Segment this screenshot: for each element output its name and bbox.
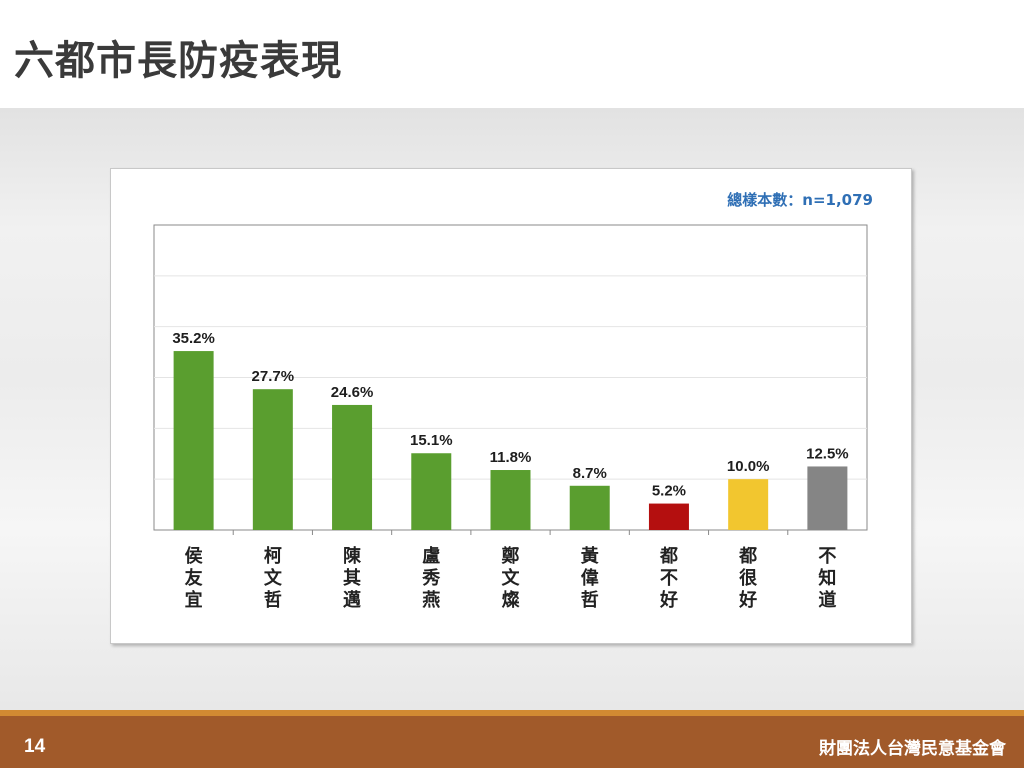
sample-size-label: 總樣本數：n=1,079 <box>727 191 873 209</box>
data-label-5: 11.8% <box>490 449 532 466</box>
data-label-7: 5.2% <box>652 483 686 500</box>
footer-bar: 14 財團法人台灣民意基金會 <box>0 710 1024 768</box>
data-label-1: 35.2% <box>172 330 215 347</box>
bar-7 <box>648 503 689 530</box>
bar-6 <box>569 485 610 530</box>
organization-name: 財團法人台灣民意基金會 <box>819 739 1006 759</box>
bar-5 <box>490 470 531 530</box>
chart-panel: 總樣本數：n=1,079 35.2% 侯友宜 27.7% 柯文哲 24.6% 陳其邁 15.… <box>110 168 912 644</box>
bar-3 <box>332 404 373 530</box>
category-label-1: 侯友宜 <box>185 545 204 611</box>
category-label-7: 都不好 <box>659 546 678 611</box>
bar-8 <box>728 479 769 530</box>
category-label-6: 黃偉哲 <box>580 545 599 611</box>
bar-1 <box>173 351 214 530</box>
data-label-6: 8.7% <box>573 465 607 482</box>
category-label-5: 鄭文燦 <box>502 545 521 611</box>
category-label-9: 不知道 <box>818 546 836 611</box>
page-number: 14 <box>24 736 46 757</box>
bar-9 <box>807 466 848 530</box>
category-label-2: 柯文哲 <box>264 545 283 611</box>
bar-4 <box>411 453 452 530</box>
bar-2 <box>252 389 293 530</box>
category-label-8: 都很好 <box>738 546 757 611</box>
data-label-8: 10.0% <box>727 458 770 475</box>
category-label-4: 盧秀燕 <box>421 545 440 611</box>
bar-chart: 35.2% 侯友宜 27.7% 柯文哲 24.6% 陳其邁 15.1% 盧秀燕 11.8% 鄭文燦… <box>153 224 868 611</box>
category-label-3: 陳其邁 <box>343 545 362 611</box>
data-label-9: 12.5% <box>806 445 849 462</box>
slide-title: 六都市長防疫表現 <box>14 38 342 84</box>
data-label-4: 15.1% <box>410 432 453 449</box>
data-label-2: 27.7% <box>252 368 295 385</box>
data-label-3: 24.6% <box>331 384 374 401</box>
